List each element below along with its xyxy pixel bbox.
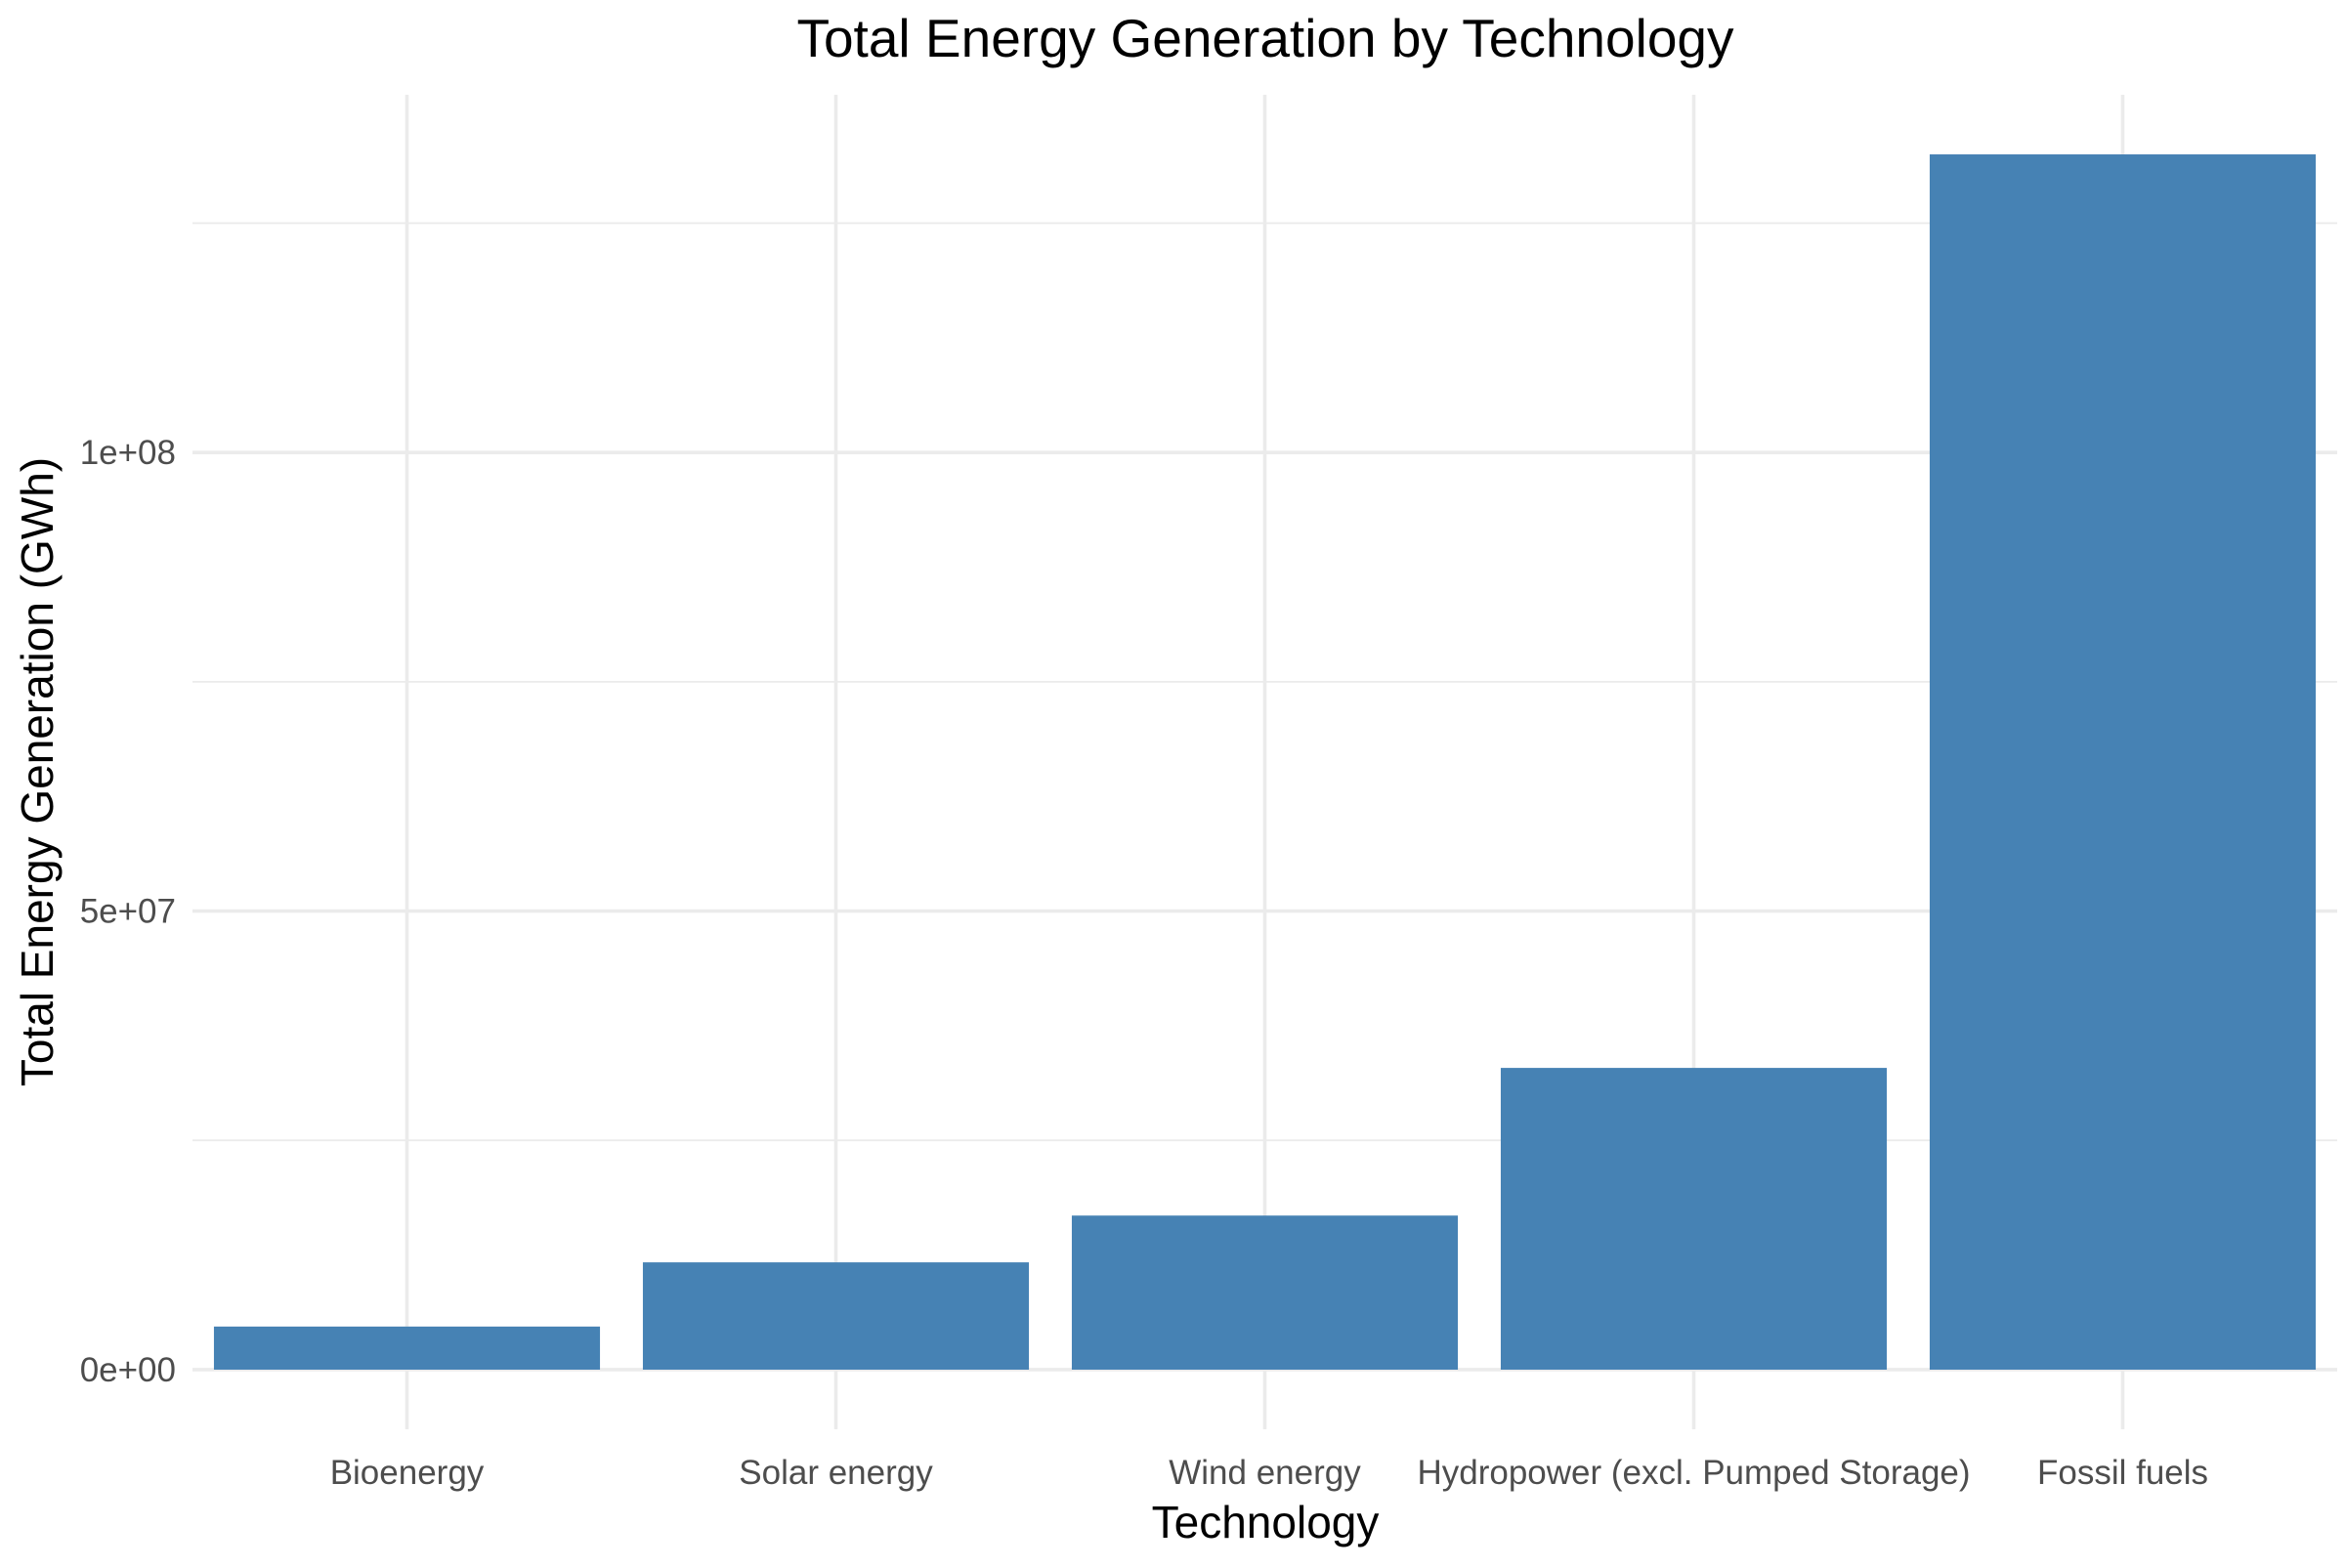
x-tick-label: Solar energy <box>739 1454 933 1492</box>
chart-title: Total Energy Generation by Technology <box>796 8 1734 68</box>
bars <box>213 154 2317 1370</box>
x-tick-labels: Bioenergy Solar energy Wind energy Hydropow… <box>330 1454 2208 1492</box>
bar <box>1929 154 2317 1370</box>
x-tick-label: Bioenergy <box>330 1454 485 1492</box>
y-tick-label: 0e+00 <box>80 1351 176 1389</box>
y-tick-label: 1e+08 <box>80 434 176 472</box>
y-tick-labels: 0e+00 5e+07 1e+08 <box>80 434 176 1389</box>
x-axis-title: Technology <box>1152 1497 1380 1547</box>
y-tick-label: 5e+07 <box>80 893 176 931</box>
bar <box>1071 1215 1459 1370</box>
x-tick-label: Wind energy <box>1169 1454 1361 1492</box>
y-axis-title: Total Energy Generation (GWh) <box>12 457 63 1086</box>
bar <box>642 1262 1030 1370</box>
x-tick-label: Hydropower (excl. Pumped Storage) <box>1417 1454 1970 1492</box>
bar <box>213 1326 601 1370</box>
x-tick-label: Fossil fuels <box>2037 1454 2208 1492</box>
bar <box>1500 1068 1888 1370</box>
